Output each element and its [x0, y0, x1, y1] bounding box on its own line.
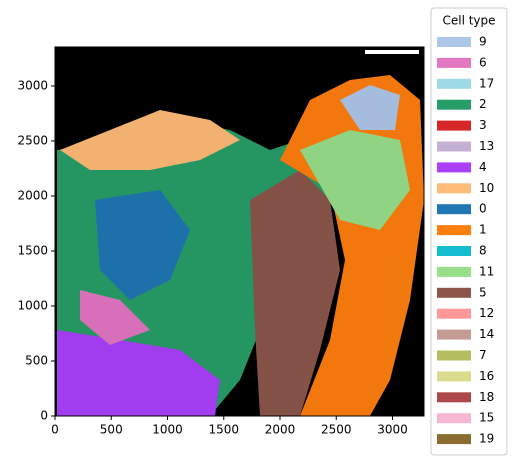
y-tick-label: 1000	[17, 298, 48, 312]
legend-label: 3	[479, 118, 487, 132]
legend-label: 18	[479, 390, 494, 404]
y-tick-label: 2000	[17, 188, 48, 202]
legend-swatch	[437, 204, 471, 215]
legend-label: 0	[479, 202, 487, 216]
legend-label: 9	[479, 35, 487, 49]
legend-swatch	[437, 392, 471, 403]
legend-label: 2	[479, 97, 487, 111]
y-tick-label: 0	[40, 409, 48, 423]
legend-label: 5	[479, 285, 487, 299]
legend-swatch	[437, 162, 471, 173]
legend-swatch	[437, 183, 471, 194]
x-tick-label: 1500	[208, 423, 239, 437]
legend-label: 13	[479, 139, 494, 153]
legend-label: 16	[479, 369, 494, 383]
axes-frame	[54, 46, 425, 417]
x-tick-label: 0	[51, 423, 59, 437]
legend-label: 4	[479, 160, 487, 174]
legend-swatch	[437, 141, 471, 152]
legend-label: 15	[479, 411, 494, 425]
legend-swatch	[437, 434, 471, 445]
legend-swatch	[437, 37, 471, 47]
legend-swatch	[437, 225, 471, 236]
x-tick-label: 3000	[377, 423, 408, 437]
legend-swatch	[437, 413, 471, 424]
x-tick-label: 2000	[265, 423, 296, 437]
tissue	[57, 75, 424, 416]
x-tick-label: 1000	[152, 423, 183, 437]
legend-swatch	[437, 99, 471, 110]
y-tick-label: 3000	[17, 78, 48, 92]
legend-swatch	[437, 57, 471, 68]
legend-swatch	[437, 78, 471, 89]
legend-label: 19	[479, 432, 494, 446]
legend-swatch	[437, 329, 471, 340]
legend-label: 10	[479, 181, 494, 195]
legend-swatch	[437, 266, 471, 277]
legend-swatch	[437, 287, 471, 298]
legend-label: 8	[479, 244, 487, 258]
legend-label: 14	[479, 327, 494, 341]
legend-swatch	[437, 246, 471, 256]
x-tick-label: 2500	[321, 423, 352, 437]
legend-label: 6	[479, 55, 487, 69]
y-tick-label: 1500	[17, 243, 48, 257]
legend-label: 11	[479, 264, 494, 278]
y-tick-label: 2500	[17, 133, 48, 147]
legend-swatch	[437, 371, 471, 382]
legend-label: 7	[479, 348, 487, 362]
x-tick-label: 500	[100, 423, 123, 437]
legend-label: 17	[479, 76, 494, 90]
legend-label: 1	[479, 223, 487, 237]
y-tick-label: 500	[25, 353, 48, 367]
legend-swatch	[437, 120, 471, 131]
legend-swatch	[437, 308, 471, 319]
legend-swatch	[437, 350, 471, 361]
legend-label: 12	[479, 306, 494, 320]
scale-bar-label: 1 mm	[376, 62, 411, 76]
legend-title: Cell type	[442, 14, 495, 28]
